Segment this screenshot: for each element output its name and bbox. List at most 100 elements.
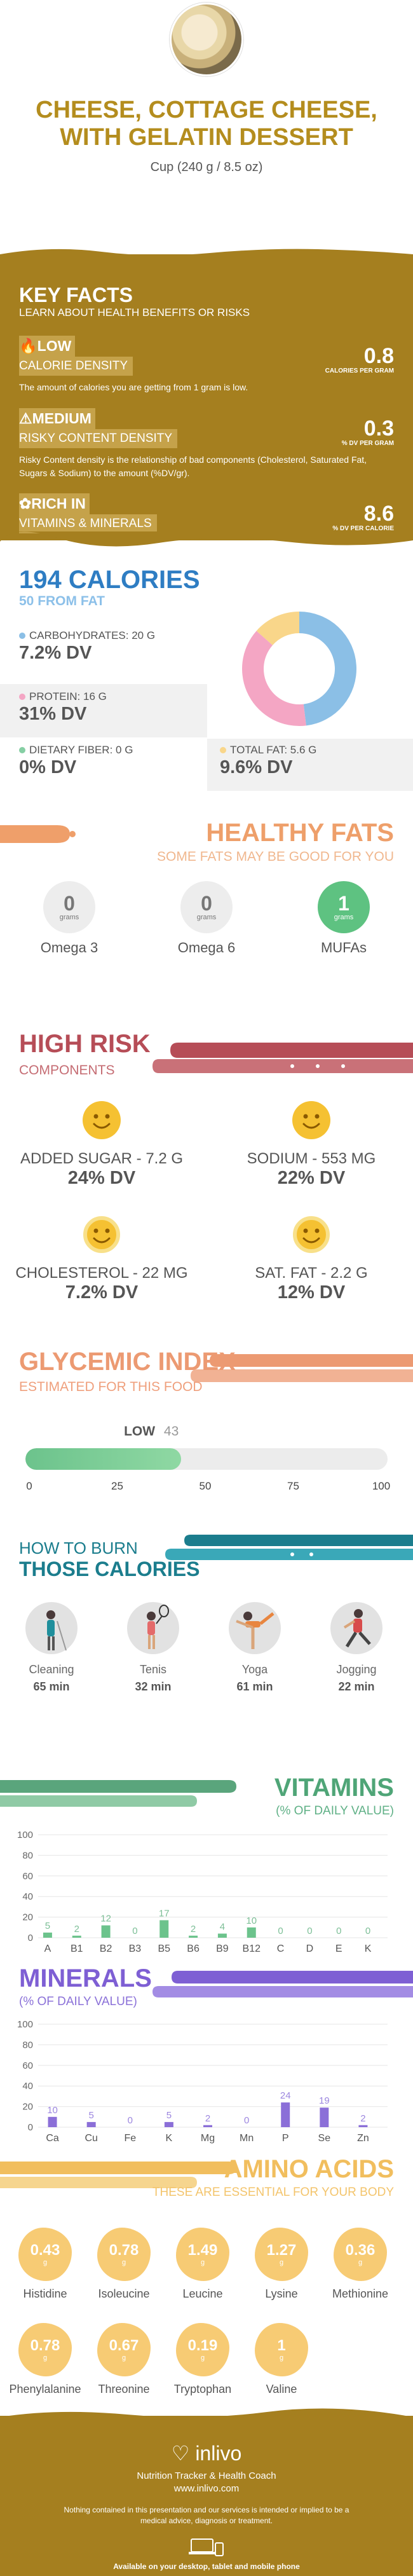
omega3-name: Omega 3	[40, 940, 98, 956]
category-label: Fe	[124, 2133, 136, 2144]
amino-acid-blob: 1.27 g	[255, 2228, 308, 2281]
amino-acid-blob: 0.78 g	[97, 2228, 151, 2281]
mufas-circle: 1 grams	[318, 881, 370, 933]
omega3-item: 0 grams Omega 3	[22, 881, 117, 956]
category-label: Ca	[46, 2133, 59, 2144]
category-label: E	[335, 1943, 342, 1954]
amino-acid-item: 0.19 g Tryptophan	[161, 2323, 244, 2396]
bar	[43, 1932, 52, 1938]
bar	[217, 1933, 227, 1938]
fat-dv: 9.6% DV	[220, 757, 293, 778]
vitamins-rich-value-box: 8.6 % DV PER CALORIE	[332, 502, 394, 532]
burn-decoration	[165, 1535, 413, 1560]
fiber-item: DIETARY FIBER: 0 g 0% DV	[19, 744, 133, 778]
amino-acid-name: Methionine	[332, 2287, 389, 2300]
bar	[159, 1920, 169, 1938]
amino-acid-name: Leucine	[182, 2287, 223, 2300]
tennis-icon	[127, 1602, 179, 1654]
risk-decoration	[152, 1043, 413, 1073]
y-tick-label: 0	[28, 1933, 33, 1943]
category-label: B3	[129, 1943, 142, 1954]
donut-slice	[242, 631, 306, 726]
risky-density-description: Risky Content density is the relationshi…	[19, 455, 367, 478]
smiley-icon	[292, 1101, 330, 1139]
calorie-density-label: CALORIE DENSITY	[19, 357, 133, 376]
fiber-dv: 0% DV	[19, 757, 77, 778]
vitamins-rich-label: VITAMINS & MINERALS	[19, 514, 157, 533]
high-risk-subtitle: COMPONENTS	[19, 1063, 115, 1078]
y-tick-label: 20	[22, 1912, 33, 1923]
yoga-icon	[229, 1602, 281, 1654]
vitamins-rich-unit: % DV PER CALORIE	[332, 525, 394, 532]
category-label: B2	[100, 1943, 112, 1954]
fiber-label: DIETARY FIBER: 0 g	[29, 744, 133, 756]
minerals-title: MINERALS	[19, 1964, 152, 1992]
cholesterol-label: CHOLESTEROL - 22 mg	[15, 1264, 188, 1282]
bar-value-label: 2	[74, 1924, 79, 1935]
glycemic-index-section: GLYCEMIC INDEX ESTIMATED FOR THIS FOOD L…	[0, 1348, 413, 1513]
amino-acid-item: 0.43 g Histidine	[4, 2228, 86, 2301]
calorie-density-tag: 🔥LOW	[19, 336, 76, 357]
inlivo-logo: ♡ inlivo	[0, 2441, 413, 2465]
calorie-density-value-box: 0.8 CALORIES PER GRAM	[325, 345, 394, 374]
category-label: B1	[71, 1943, 83, 1954]
carbs-item: CARBOHYDRATES: 20 g 7.2% DV	[19, 629, 155, 664]
y-tick-label: 60	[22, 2060, 33, 2071]
amino-acid-blob: 1.49 g	[176, 2228, 229, 2281]
calories-section: 194 CALORIES 50 FROM FAT CARBOHYDRATES: …	[0, 540, 413, 807]
mufas-unit: grams	[334, 914, 354, 921]
footer-url[interactable]: www.inlivo.com	[173, 2483, 240, 2494]
burn-calories-section: HOW TO BURN THOSE CALORIES Cleaning 65 m…	[0, 1513, 413, 1774]
vitamins-rich-value: 8.6	[363, 502, 394, 526]
devices-icon	[189, 2538, 224, 2556]
activity-minutes: 32 min	[135, 1680, 172, 1693]
amino-decoration	[0, 2162, 236, 2188]
minerals-subtitle: (% OF DAILY VALUE)	[19, 1995, 137, 2008]
vitamins-decoration	[0, 1780, 236, 1807]
omega3-circle: 0 grams	[43, 881, 95, 933]
footer-availability: Available on your desktop, tablet and mo…	[113, 2562, 300, 2571]
bar-value-label: 12	[100, 1914, 111, 1924]
carbs-label: CARBOHYDRATES: 20 g	[29, 629, 156, 641]
risky-density-label: RISKY CONTENT DENSITY	[19, 429, 178, 448]
burn-title-line1: HOW TO BURN	[19, 1538, 138, 1558]
bar-value-label: 2	[191, 1924, 196, 1935]
bar	[358, 2125, 368, 2127]
footer: ♡ inlivo Nutrition Tracker & Health Coac…	[0, 2408, 413, 2576]
key-facts-subtitle: LEARN ABOUT HEALTH BENEFITS OR RISKS	[19, 306, 250, 319]
amino-acid-blob: 0.19 g	[176, 2323, 229, 2376]
activity-name: Jogging	[336, 1663, 377, 1676]
amino-acid-item: 0.78 g Phenylalanine	[4, 2323, 86, 2396]
bar	[72, 1935, 81, 1938]
vitamins-subtitle: (% OF DAILY VALUE)	[276, 1804, 394, 1818]
fat-dot	[220, 747, 226, 753]
risky-density-tag: ⚠MEDIUM	[19, 408, 95, 429]
bar	[247, 1927, 256, 1938]
activity-minutes: 65 min	[33, 1680, 70, 1693]
y-tick-label: 40	[22, 2081, 33, 2092]
amino-acid-value: 0.43	[30, 2242, 60, 2259]
category-label: Cu	[85, 2133, 97, 2144]
bar-value-label: 2	[360, 2113, 365, 2124]
leaf-icon: ✿	[19, 495, 32, 512]
glycemic-tick-label: 100	[372, 1480, 391, 1492]
y-tick-label: 100	[17, 1830, 33, 1840]
glycemic-tick-label: 0	[26, 1480, 32, 1492]
amino-acid-name: Lysine	[265, 2287, 298, 2300]
y-tick-label: 20	[22, 2102, 33, 2113]
bar-value-label: 5	[88, 2110, 93, 2121]
healthy-fats-subtitle: SOME FATS MAY BE GOOD FOR YOU	[156, 849, 394, 864]
healthy-fats-title: HEALTHY FATS	[206, 819, 394, 847]
bar-value-label: 19	[319, 2095, 330, 2106]
amino-acid-item: 0.36 g Methionine	[319, 2228, 402, 2301]
vitamins-rich-level: RICH IN	[31, 495, 86, 512]
amino-acid-unit: g	[121, 2259, 126, 2266]
category-label: Zn	[357, 2133, 369, 2144]
high-risk-title: HIGH RISK	[19, 1030, 151, 1058]
risky-density-level: MEDIUM	[32, 410, 91, 427]
amino-acid-blob: 0.67 g	[97, 2323, 151, 2376]
category-label: B9	[216, 1943, 229, 1954]
amino-acid-name: Tryptophan	[173, 2383, 232, 2395]
amino-acid-unit: g	[43, 2354, 48, 2362]
